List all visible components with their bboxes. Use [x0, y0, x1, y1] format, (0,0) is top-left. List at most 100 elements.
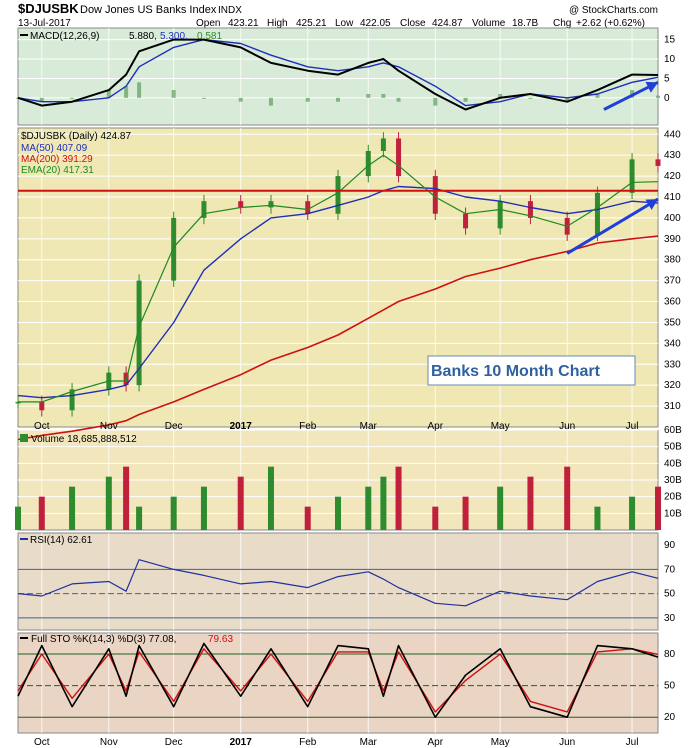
macd-histogram-bar: [238, 97, 243, 102]
y-tick-label: 20: [664, 712, 676, 723]
high-value: 425.21: [296, 18, 327, 29]
macd-histogram-bar: [565, 97, 570, 102]
volume-tick-label: 60B: [664, 425, 682, 436]
volume-bar: [380, 476, 387, 530]
macd-series: [16, 38, 660, 111]
trend-arrow-head: [645, 81, 658, 93]
macd-signal-value: 5.300,: [160, 31, 188, 42]
macd-histogram-bar: [201, 97, 206, 99]
volume-bar: [136, 506, 143, 530]
x-tick-label: Mar: [360, 421, 378, 432]
y-tick-label: 360: [664, 297, 681, 308]
y-tick-label: 50: [664, 681, 676, 692]
low-value: 422.05: [360, 18, 391, 29]
x-tick-label: Oct: [34, 737, 50, 748]
macd-signal-line: [17, 38, 659, 107]
x-tick-label: Nov: [100, 737, 118, 748]
sto-series: [17, 642, 659, 719]
x-tick-label: 2017: [230, 737, 253, 748]
y-tick-label: 390: [664, 234, 681, 245]
macd-histogram-bar: [366, 93, 371, 98]
x-tick-label: May: [491, 421, 510, 432]
x-tick-label: 2017: [230, 421, 253, 432]
price-candle: [69, 389, 75, 411]
price-candle: [268, 201, 274, 208]
quote-summary: Open 423.21 High 425.21 Low 422.05 Close…: [196, 18, 645, 29]
sto-legend-label: Full STO %K(14,3) %D(3) 77.08,: [31, 634, 176, 645]
y-tick-label: 440: [664, 129, 681, 140]
macd-histogram-bar: [70, 97, 75, 99]
trend-arrow-head: [645, 199, 658, 210]
open-label: Open: [196, 18, 220, 29]
volume-bar: [170, 496, 177, 530]
symbol-label: $DJUSBK: [18, 1, 79, 16]
y-tick-label: 80: [664, 649, 676, 660]
price-candle: [629, 159, 635, 193]
x-tick-label: Apr: [428, 737, 444, 748]
exchange-label: INDX: [218, 5, 242, 16]
macd-histogram-bar: [595, 93, 600, 98]
sto-panel: [17, 632, 659, 734]
volume-label: Volume: [472, 18, 506, 29]
y-tick-label: 5: [664, 73, 670, 84]
price-legend: $DJUSBK (Daily) 424.87 MA(50) 407.09 MA(…: [21, 131, 131, 176]
volume-tick-label: 50B: [664, 442, 682, 453]
volume-bar: [15, 506, 21, 530]
y-tick-label: 350: [664, 317, 681, 328]
price-candle: [136, 280, 142, 386]
price-candle: [594, 192, 600, 235]
annotation-text: Banks 10 Month Chart: [431, 363, 601, 380]
volume-bar: [365, 486, 372, 530]
volume-bar: [497, 486, 504, 530]
rsi-panel: [17, 532, 659, 631]
rsi-legend: RSI(14) 62.61: [20, 535, 93, 546]
price-candle: [527, 201, 533, 218]
y-tick-label: 420: [664, 171, 681, 182]
price-candle: [655, 159, 661, 166]
volume-bar: [123, 466, 130, 530]
macd-histogram-bar: [106, 90, 111, 98]
price-candle: [380, 138, 386, 151]
y-tick-label: 430: [664, 150, 681, 161]
volume-bar: [105, 476, 112, 530]
rsi-legend-label: RSI(14) 62.61: [30, 535, 93, 546]
macd-legend-value: 5.880,: [129, 31, 157, 42]
ma200-legend: MA(200) 391.29: [21, 154, 93, 165]
macd-histogram-bar: [396, 97, 401, 102]
ma50-line: [17, 185, 659, 399]
volume-bar: [200, 486, 207, 530]
price-candle: [39, 401, 45, 411]
macd-histogram-bar: [336, 97, 340, 102]
copyright-label: @ StockCharts.com: [569, 5, 658, 16]
x-tick-label: Jul: [626, 737, 639, 748]
price-legend-label: $DJUSBK (Daily) 424.87: [21, 131, 131, 142]
y-tick-label: 90: [664, 540, 676, 551]
price-candle: [201, 201, 207, 218]
macd-histogram-bar: [381, 93, 386, 98]
macd-histogram-bar: [498, 93, 503, 98]
volume-bar: [304, 506, 311, 530]
y-tick-label: 50: [664, 589, 676, 600]
y-tick-label: 410: [664, 192, 681, 203]
volume-bar: [395, 466, 402, 530]
y-tick-label: 15: [664, 35, 676, 46]
volume-tick-label: 20B: [664, 492, 682, 503]
macd-histogram-bar: [137, 82, 142, 98]
y-tick-label: 340: [664, 338, 681, 349]
macd-line: [17, 38, 659, 111]
volume-tick-label: 40B: [664, 458, 682, 469]
price-candle: [305, 201, 311, 214]
index-name: Dow Jones US Banks Index: [80, 4, 217, 16]
macd-histogram-bar: [124, 86, 129, 98]
close-value: 424.87: [432, 18, 463, 29]
price-candle: [432, 176, 438, 214]
ema20-line: [18, 154, 659, 403]
x-tick-label: May: [491, 737, 510, 748]
volume-tick-label: 10B: [664, 508, 682, 519]
rsi-series: [17, 559, 659, 619]
chg-value: +2.62 (+0.62%): [576, 18, 645, 29]
x-tick-label: Feb: [299, 737, 317, 748]
volume-bar: [267, 466, 274, 530]
y-tick-label: 380: [664, 255, 681, 266]
